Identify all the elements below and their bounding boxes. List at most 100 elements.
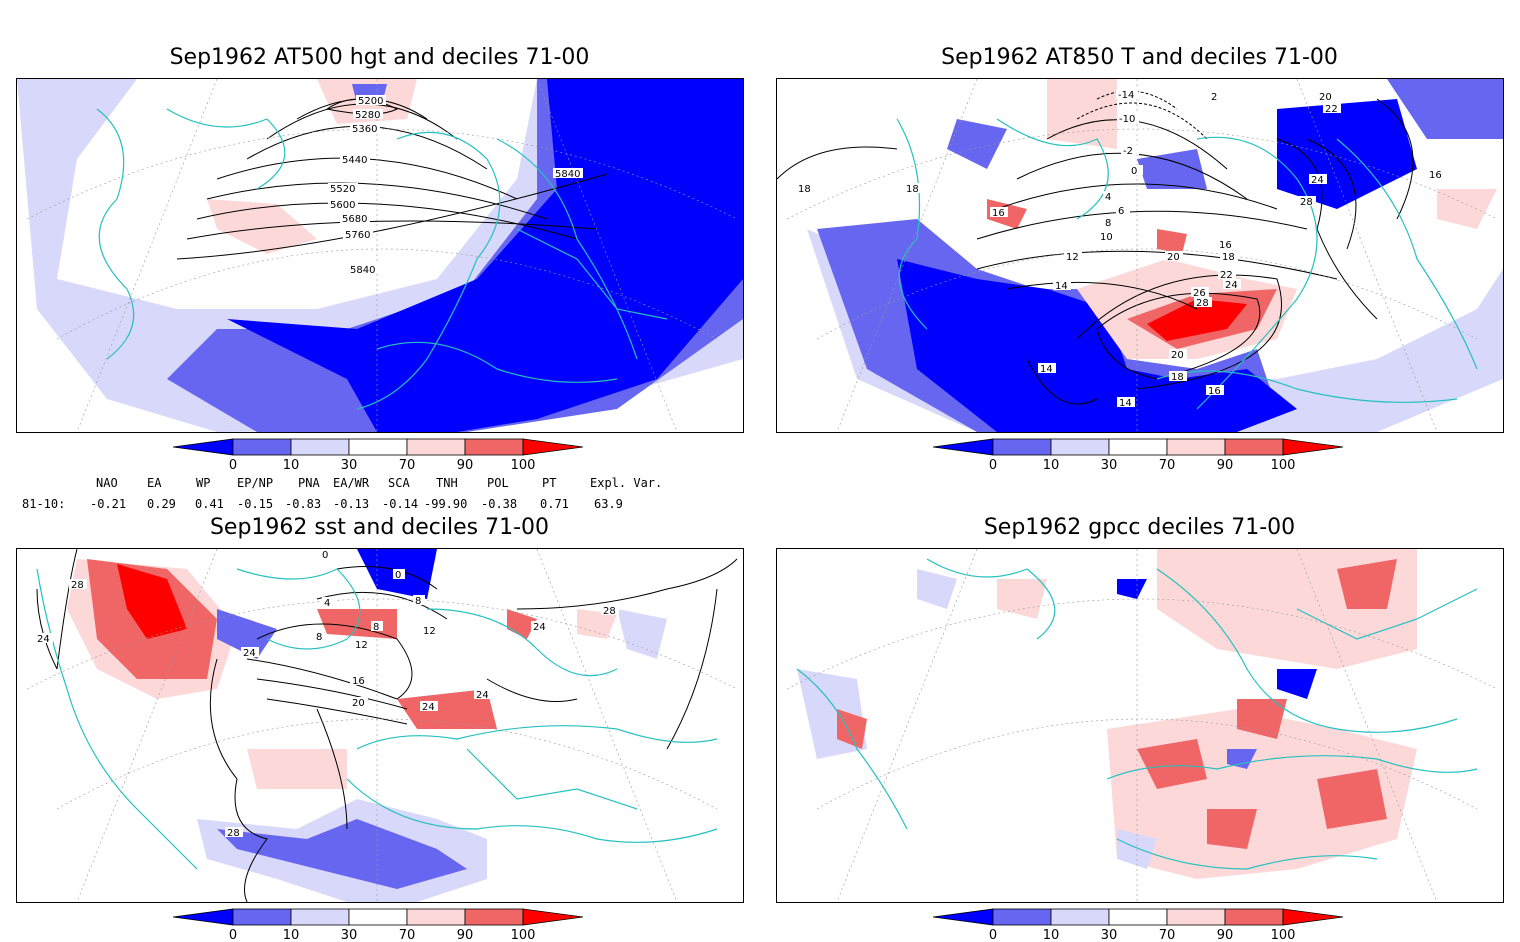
colorbar-segment — [406, 438, 466, 456]
colorbar: 0 10 30 70 90 100 — [173, 438, 584, 472]
contour-label: 2 — [1211, 92, 1217, 103]
colorbar-segment — [464, 908, 524, 926]
contour-label: 14 — [1040, 364, 1053, 375]
contour-label: 22 — [1220, 270, 1233, 281]
index-header: PNA — [298, 476, 320, 490]
colorbar-segment — [290, 908, 350, 926]
colorbar-tick: 30 — [341, 458, 358, 472]
contour-label: 5680 — [342, 214, 367, 225]
contour-label: 28 — [71, 580, 84, 591]
colorbar-tick: 100 — [1271, 458, 1296, 472]
map-graticule — [26, 549, 738, 902]
colorbar-tick: 10 — [1043, 458, 1060, 472]
colorbar-tick: 90 — [1217, 928, 1234, 942]
contour-label: 4 — [324, 598, 330, 609]
contour-label: 28 — [1300, 197, 1313, 208]
contour-label: 6 — [1118, 206, 1124, 217]
contour-label: 10 — [1100, 232, 1113, 243]
contour-label: 5600 — [330, 200, 355, 211]
contour-label: 14 — [1119, 398, 1132, 409]
index-header: Expl. Var. — [590, 476, 663, 490]
index-value: 0.71 — [540, 497, 569, 511]
contour-label: 5840 — [350, 265, 375, 276]
colorbar-segment — [464, 438, 524, 456]
colorbar-segment — [992, 438, 1052, 456]
colorbar-segment — [232, 438, 292, 456]
contour-label: 20 — [352, 698, 365, 709]
colorbar-segment — [173, 908, 234, 926]
contour-label: 5360 — [352, 124, 377, 135]
index-value: -0.15 — [237, 497, 274, 511]
colorbar-tick: 90 — [457, 458, 474, 472]
contour-label: 24 — [1311, 175, 1324, 186]
colorbar-segment — [1108, 908, 1168, 926]
contour-label: -10 — [1119, 114, 1135, 125]
index-header: WP — [196, 476, 211, 490]
colorbar: 0 10 30 70 90 100 — [933, 908, 1344, 942]
index-header: POL — [487, 476, 509, 490]
panel-3-title: Sep1962 sst and deciles 71-00 — [209, 515, 550, 540]
contour-label: 16 — [992, 208, 1005, 219]
contour-label: 18 — [906, 184, 919, 195]
map-graticule — [26, 79, 738, 432]
colorbar-tick: 30 — [341, 928, 358, 942]
colorbar-tick: 70 — [399, 458, 416, 472]
colorbar-tick: 30 — [1101, 458, 1118, 472]
colorbar-segment — [406, 908, 466, 926]
panel-2-title: Sep1962 AT850 T and deciles 71-00 — [941, 45, 1338, 70]
colorbar-segment — [522, 438, 584, 456]
index-value: -0.14 — [382, 497, 419, 511]
colorbar-tick: 90 — [457, 928, 474, 942]
anomaly-light-red — [207, 199, 317, 254]
colorbar-segment — [933, 438, 994, 456]
contour-label: 0 — [395, 570, 401, 581]
temperature-contours — [777, 90, 1414, 405]
map-850hpa-temperature: -14 -10 -2 0 2 4 6 8 10 12 14 14 14 16 1… — [776, 78, 1504, 433]
colorbar-segment — [933, 908, 994, 926]
index-header: PT — [542, 476, 557, 490]
colorbar-segment — [1282, 908, 1344, 926]
contour-labels: 5200 5280 5360 5440 5520 5600 5680 5760 … — [328, 95, 583, 276]
anomaly-strong-blue — [227, 79, 743, 432]
contour-label: 0 — [322, 550, 328, 561]
contour-label: 22 — [1325, 104, 1338, 115]
map-graticule — [786, 549, 1498, 902]
anomaly-strong-red — [117, 564, 187, 639]
colorbar: 0 10 30 70 90 100 — [933, 438, 1344, 472]
colorbar-segment — [992, 908, 1052, 926]
panel-1-title: Sep1962 AT500 hgt and deciles 71-00 — [169, 45, 590, 70]
contour-label: 5440 — [342, 155, 367, 166]
index-value: 0.29 — [147, 497, 176, 511]
contour-label: 5520 — [330, 184, 355, 195]
contour-label: 24 — [37, 634, 50, 645]
colorbar-tick: 10 — [1043, 928, 1060, 942]
contour-label: 24 — [243, 648, 256, 659]
colorbar-tick: 0 — [229, 928, 237, 942]
contour-label: 18 — [798, 184, 811, 195]
map-500hpa-height: 5200 5280 5360 5440 5520 5600 5680 5760 … — [16, 78, 744, 433]
anomaly-light-red — [1437, 189, 1497, 229]
colorbar-segment — [522, 908, 584, 926]
contour-labels: 0 0 4 8 8 8 12 12 16 20 24 24 24 24 28 2… — [35, 549, 619, 839]
colorbar-tick: 0 — [989, 458, 997, 472]
map-gpcc-precipitation — [776, 548, 1504, 903]
colorbar-tick: 0 — [989, 928, 997, 942]
colorbar-segment — [232, 908, 292, 926]
index-value: -0.83 — [285, 497, 322, 511]
colorbar-segment — [290, 438, 350, 456]
index-value: -0.13 — [333, 497, 370, 511]
coastlines — [796, 558, 1478, 870]
map-sea-surface-temperature: 0 0 4 8 8 8 12 12 16 20 24 24 24 24 28 2… — [16, 548, 744, 903]
contour-label: 14 — [1055, 281, 1068, 292]
contour-label: 16 — [1208, 386, 1221, 397]
map-graticule — [786, 79, 1498, 432]
index-header: EA — [147, 476, 162, 490]
contour-label: 16 — [352, 676, 365, 687]
contour-label: 0 — [1131, 166, 1137, 177]
anomaly-mid-blue — [217, 609, 277, 659]
index-header: TNH — [436, 476, 458, 490]
contour-label: 24 — [422, 702, 435, 713]
contour-label: 4 — [1105, 192, 1111, 203]
anomaly-strong-blue — [897, 259, 1297, 432]
anomaly-mid-blue — [1387, 79, 1503, 139]
